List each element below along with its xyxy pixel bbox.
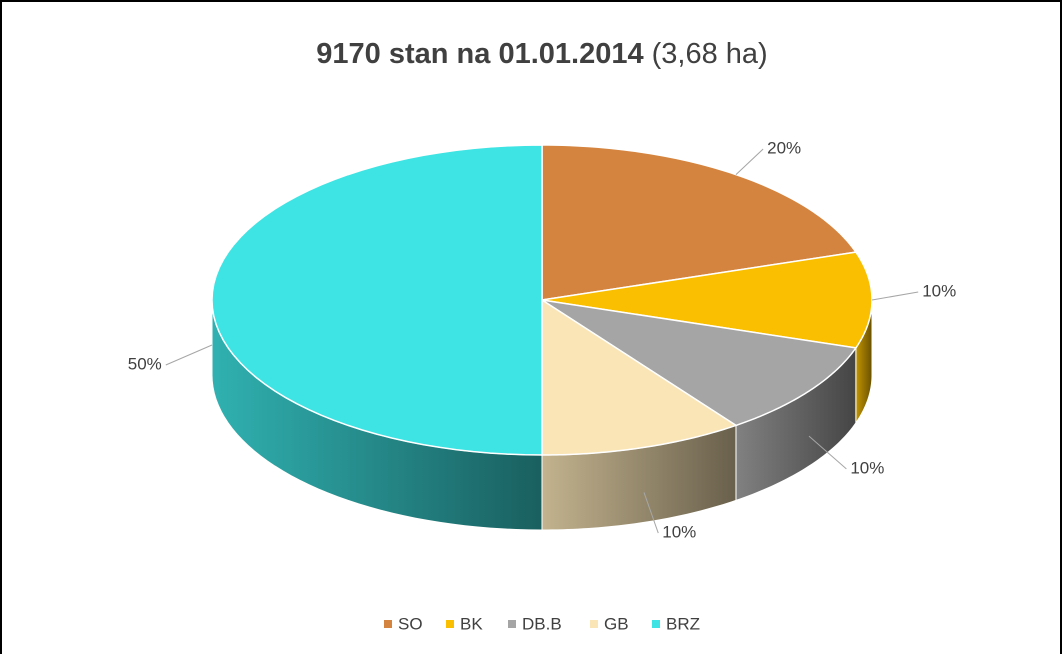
slice [211, 144, 543, 456]
chart-subtitle: (3,68 ha) [652, 38, 768, 70]
legend-swatch [508, 620, 516, 628]
legend-swatch [384, 620, 392, 628]
legend-label: GB [604, 614, 629, 633]
data-label: 50% [128, 354, 162, 373]
legend-swatch [446, 620, 454, 628]
leader-line [871, 291, 919, 301]
leader-line [165, 344, 213, 366]
data-label: 10% [850, 458, 884, 477]
leader-line [643, 492, 659, 534]
slice [541, 298, 738, 456]
leader-line [808, 435, 847, 470]
slice [541, 299, 858, 427]
chart-heading: 9170 stan na 01.01.2014 (3,68 ha) [316, 38, 767, 70]
legend-label: BRZ [666, 614, 700, 633]
legend-swatch [590, 620, 598, 628]
chart-title: 9170 stan na 01.01.2014 [316, 38, 643, 70]
legend-swatch [652, 620, 660, 628]
legend-label: DB.B [522, 614, 562, 633]
leader-line [735, 148, 764, 175]
data-label: 10% [662, 523, 696, 542]
data-label: 20% [767, 139, 801, 158]
legend-label: BK [460, 614, 483, 633]
legend-label: SO [398, 614, 423, 633]
data-label: 10% [922, 281, 956, 300]
